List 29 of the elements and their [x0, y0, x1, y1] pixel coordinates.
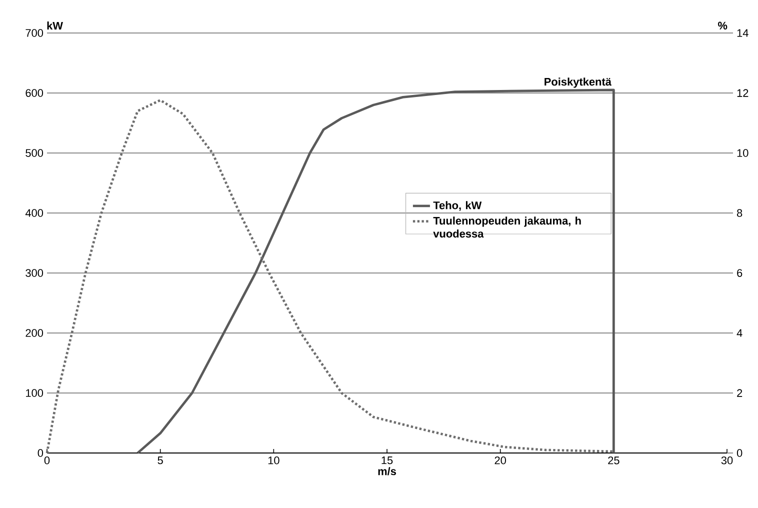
y2-axis-title: %: [718, 22, 728, 30]
y2-tick-label: 6: [737, 269, 742, 277]
x-tick-label: 15: [382, 456, 393, 464]
y-tick-label: 700: [26, 29, 44, 37]
x-axis-title: m/s: [378, 467, 396, 476]
x-tick-label: 20: [494, 456, 506, 464]
x-tick-label: 10: [268, 456, 280, 464]
y2-tick-label: 2: [737, 389, 742, 397]
y2-tick-label: 14: [737, 29, 748, 37]
y-tick-label: 400: [25, 209, 44, 217]
y-tick-label: 600: [26, 89, 44, 97]
x-tick-label: 5: [158, 456, 163, 464]
y-tick-label: 0: [38, 449, 44, 457]
annotation: Poiskytkentä: [544, 78, 612, 88]
x-tick-label: 0: [44, 456, 50, 464]
y2-tick-label: 12: [737, 89, 748, 97]
legend-label: Tuulennopeuden jakauma, h vuodessa: [433, 216, 581, 238]
y-axis-title: kW: [47, 22, 63, 30]
x-tick-label: 25: [608, 456, 620, 464]
y2-tick-label: 4: [736, 329, 742, 337]
y-tick-label: 100: [26, 389, 44, 397]
y-tick-label: 300: [26, 269, 44, 277]
legend-label: Teho, kW: [433, 201, 482, 211]
y-tick-label: 200: [26, 329, 44, 337]
y2-tick-label: 8: [737, 209, 742, 217]
y-tick-label: 500: [26, 149, 44, 157]
y2-tick-label: 0: [736, 449, 742, 457]
x-tick-label: 30: [721, 456, 733, 464]
y2-tick-label: 10: [737, 149, 748, 157]
